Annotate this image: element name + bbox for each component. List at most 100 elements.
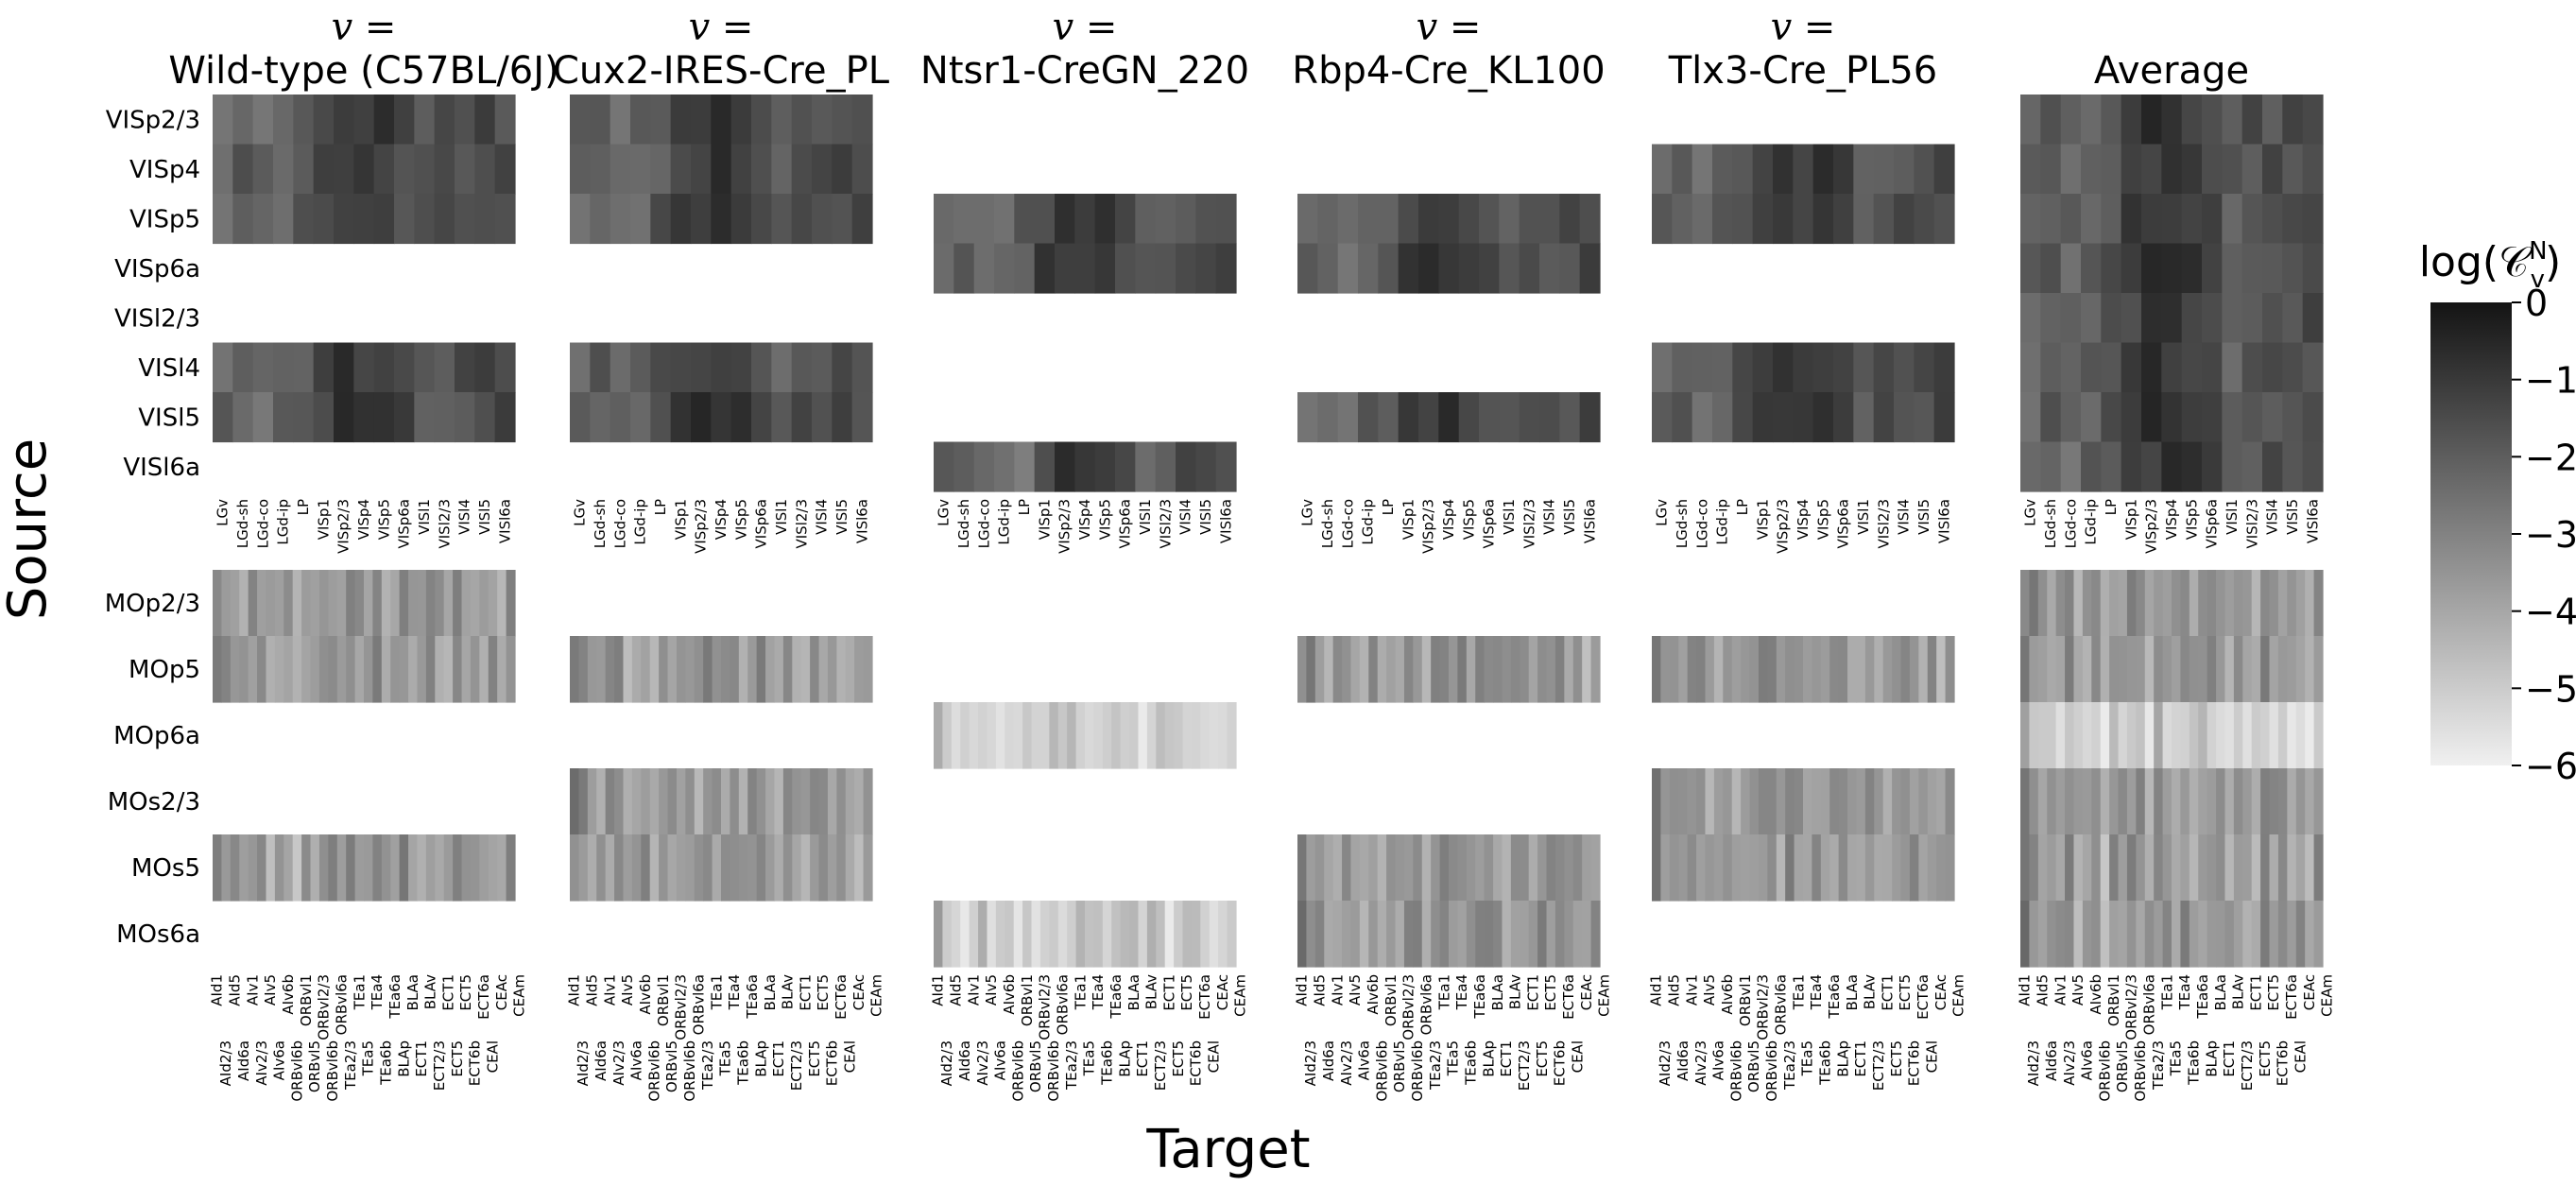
x-tick-label: CEAc <box>493 974 510 1010</box>
heatmap-cell <box>2073 570 2084 637</box>
heatmap-cell <box>1894 194 1915 245</box>
heatmap-cell <box>1927 834 1937 902</box>
heatmap-cell <box>836 834 847 902</box>
heatmap-cell <box>596 834 607 902</box>
x-tick-label: AId1 <box>1648 974 1665 1006</box>
heatmap-cell <box>455 95 475 146</box>
panel-title: Ntsr1-CreGN_220 <box>920 49 1249 93</box>
heatmap-cell <box>994 194 1015 245</box>
heatmap-cell <box>1129 702 1140 769</box>
heatmap-cell <box>373 342 395 393</box>
heatmap-cell <box>2302 95 2324 146</box>
x-tick-label: LGd-ip <box>1714 499 1731 545</box>
x-tick-label: TEa2/3 <box>1427 1040 1444 1091</box>
heatmap-cell <box>1812 194 1834 245</box>
x-tick-label: VISp4 <box>355 499 372 540</box>
heatmap-cell <box>1572 636 1583 703</box>
heatmap-cell <box>1678 768 1689 835</box>
heatmap-cell <box>1864 636 1875 703</box>
x-tick-label: AId2/3 <box>1657 1040 1674 1086</box>
heatmap-cell <box>1833 194 1854 245</box>
heatmap-cell <box>239 834 249 902</box>
heatmap-cell <box>2295 702 2306 769</box>
heatmap-cell <box>1458 392 1480 443</box>
heatmap-cell <box>1342 834 1352 902</box>
heatmap-cell <box>230 636 240 703</box>
heatmap-cell <box>354 636 365 703</box>
heatmap-cell <box>2189 570 2199 637</box>
x-tick-label: VISl5 <box>833 499 850 535</box>
heatmap-cell <box>1687 636 1697 703</box>
heatmap-cell <box>2302 342 2324 393</box>
heatmap-cell <box>292 570 302 637</box>
heatmap-cell <box>1378 243 1400 294</box>
heatmap-cell <box>1449 636 1459 703</box>
heatmap-cell <box>2082 834 2092 902</box>
heatmap-cell <box>2141 342 2162 393</box>
heatmap-cell <box>1793 392 1814 443</box>
x-tick-label: LGv <box>1299 499 1316 526</box>
heatmap-cell <box>1696 768 1707 835</box>
y-tick-label: MOp6a <box>113 722 200 750</box>
heatmap-cell <box>751 194 772 245</box>
heatmap-cell <box>1413 636 1423 703</box>
heatmap-cell <box>425 636 436 703</box>
x-tick-label: BLAa <box>1125 974 1142 1010</box>
x-tick-label: AId1 <box>930 974 947 1006</box>
heatmap-cell <box>2162 570 2172 637</box>
x-tick-label: VISp1 <box>1400 499 1417 540</box>
heatmap-cell <box>1458 243 1480 294</box>
heatmap-cell <box>1502 834 1512 902</box>
heatmap-cell <box>1094 243 1116 294</box>
heatmap-cell <box>266 570 276 637</box>
heatmap-cell <box>2109 901 2120 968</box>
x-tick-label: LGd-sh <box>234 499 251 548</box>
heatmap-cell <box>232 194 254 245</box>
heatmap-cell <box>2047 768 2057 835</box>
x-tick-label: VISl1 <box>1137 499 1154 535</box>
x-tick-label: AIv5 <box>619 974 636 1006</box>
heatmap-cell <box>394 144 415 195</box>
heatmap-cell <box>213 194 233 245</box>
x-tick-label: VISp5 <box>1460 499 1477 540</box>
heatmap-cell <box>1900 768 1911 835</box>
heatmap-cell <box>1431 636 1441 703</box>
heatmap-cell <box>1439 834 1450 902</box>
heatmap-cell <box>934 901 944 968</box>
heatmap-cell <box>1894 144 1915 195</box>
heatmap-cell <box>1014 194 1036 245</box>
heatmap-cell <box>1135 441 1157 492</box>
heatmap-cell <box>1838 768 1848 835</box>
x-tick-label: BLAp <box>2203 1040 2220 1077</box>
heatmap-cell <box>1005 901 1015 968</box>
x-tick-label: VISl4 <box>2264 499 2281 535</box>
heatmap-cell <box>1155 441 1176 492</box>
heatmap-cell <box>1712 144 1733 195</box>
heatmap-cell <box>1833 144 1854 195</box>
heatmap-cell <box>694 768 704 835</box>
heatmap-cell <box>1853 194 1875 245</box>
heatmap-cell <box>353 144 375 195</box>
heatmap-cell <box>1475 901 1485 968</box>
heatmap-cell <box>2224 570 2235 637</box>
heatmap-cell <box>832 392 853 443</box>
heatmap-cell <box>390 636 401 703</box>
heatmap-cell <box>2216 636 2226 703</box>
heatmap-cell <box>417 636 427 703</box>
heatmap-cell <box>832 342 853 393</box>
colorbar: log(𝒞N v)0 −1 −2 −3 −4 −5 −6 <box>2419 237 2576 787</box>
heatmap-cell <box>2207 636 2217 703</box>
heatmap-cell <box>434 194 455 245</box>
heatmap-cell <box>2065 834 2075 902</box>
x-tick-label: TEa6b <box>1099 1040 1116 1086</box>
x-tick-label: LGd-ip <box>996 499 1013 545</box>
x-tick-label: AId2/3 <box>938 1040 955 1086</box>
heatmap-cell <box>1829 636 1840 703</box>
x-tick-label: AIv6a <box>271 1040 288 1080</box>
x-tick-label: LP <box>2103 499 2120 515</box>
heatmap-cell <box>2282 392 2304 443</box>
heatmap-cell <box>2091 834 2102 902</box>
heatmap-cell <box>1838 636 1848 703</box>
heatmap-cell <box>2202 95 2223 146</box>
colorbar-bar <box>2430 302 2512 765</box>
